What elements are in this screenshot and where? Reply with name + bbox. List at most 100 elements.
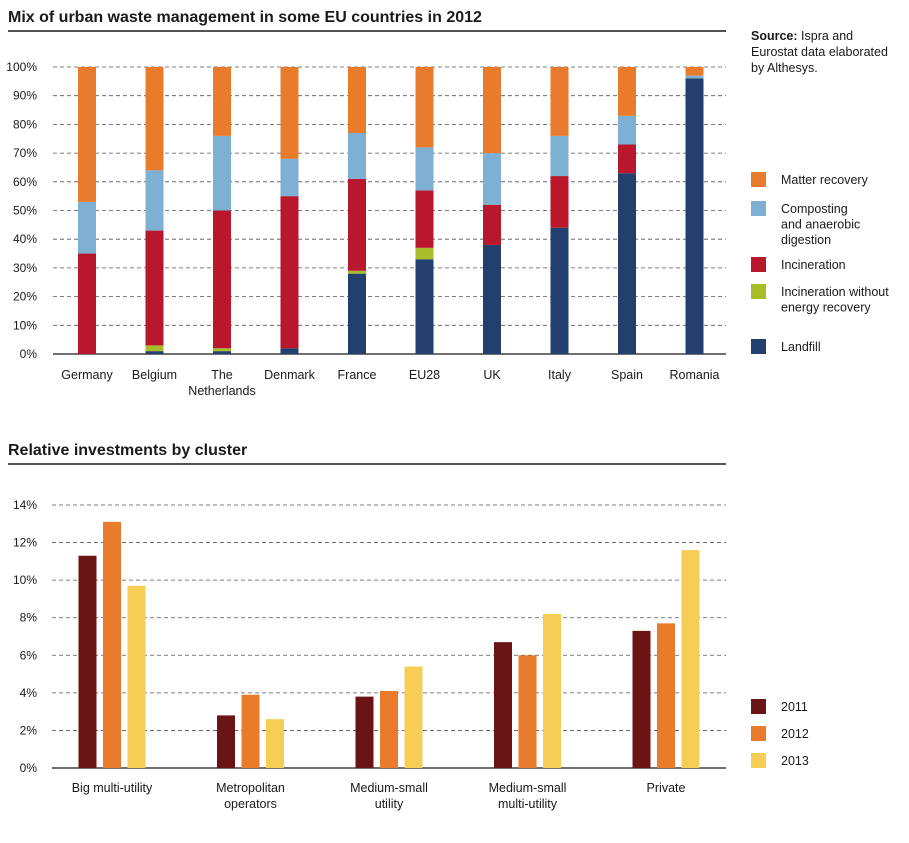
legend-label: 2013 [781, 754, 809, 768]
bar-segment [145, 67, 164, 171]
bar [657, 623, 675, 768]
bar-segment [348, 270, 366, 274]
bar [681, 550, 700, 768]
x-category-label: Germany [61, 368, 113, 382]
bar [241, 694, 260, 768]
bar-segment [550, 176, 569, 228]
investments-chart: 0% 2% 4% 6% 8% 10% 12% 14% Big multi-utility Metr… [13, 498, 809, 811]
legend-swatch [751, 257, 766, 272]
y-tick-label: 2% [20, 723, 38, 737]
bar-segment [483, 153, 501, 205]
x-category-label-line: EU28 [409, 368, 440, 382]
legend-swatch [751, 284, 766, 299]
legend-swatch [751, 201, 766, 216]
bar [355, 696, 374, 768]
bar [380, 690, 398, 768]
legend-label: Landfill [781, 340, 821, 354]
legend-swatch [751, 339, 766, 354]
y-tick-label: 0% [20, 761, 38, 775]
source-label: Source: [751, 29, 798, 43]
x-category-label: Big multi-utility [72, 781, 153, 795]
bar-segment [213, 351, 231, 354]
bar-segment [685, 78, 704, 354]
bar-segment [415, 190, 434, 248]
x-category-label: France [338, 368, 377, 382]
bar-segment [483, 244, 501, 354]
y-tick-label: 4% [20, 686, 38, 700]
legend-label-line: and anaerobic [781, 218, 860, 232]
legend-label-line: digestion [781, 233, 831, 247]
bar-segment [78, 67, 96, 202]
bar-segment [348, 273, 366, 354]
chart-title-investments: Relative investments by cluster [8, 442, 247, 459]
legend-label-line: Landfill [781, 340, 821, 354]
x-category-label-line: Private [647, 781, 686, 795]
x-category-label: Medium-small utility [350, 781, 428, 811]
bar-segment [213, 67, 231, 136]
source-line-1: Ispra and [798, 29, 854, 43]
bar-segment [213, 210, 231, 349]
bar [127, 585, 146, 768]
y-tick-label: 0% [20, 347, 38, 361]
legend-label-line: energy recovery [781, 301, 871, 315]
bar-segment [78, 253, 96, 354]
bar-segment [618, 144, 636, 174]
bar [632, 630, 651, 768]
legend-label-line: Composting [781, 202, 848, 216]
legend-label-line: Incineration [781, 258, 846, 272]
y-tick-label: 12% [13, 536, 37, 550]
bar-segment [415, 259, 434, 354]
legend-label: 2011 [781, 700, 808, 714]
x-category-label: Belgium [132, 368, 177, 382]
bar-segment [348, 67, 366, 134]
x-category-label: The Netherlands [188, 368, 255, 398]
bar [217, 715, 235, 768]
x-category-label-line: Spain [611, 368, 643, 382]
bar-segment [145, 351, 164, 354]
legend-label: Composting and anaerobic digestion [781, 202, 860, 247]
y-tick-label: 90% [13, 89, 37, 103]
y-tick-label: 14% [13, 498, 37, 512]
bar-segment [415, 67, 434, 148]
x-category-label-line: Netherlands [188, 384, 255, 398]
legend-label: Incineration [781, 258, 846, 272]
y-tick-label: 80% [13, 117, 37, 131]
bar-segment [280, 67, 299, 159]
y-tick-label: 30% [13, 261, 37, 275]
x-category-label-line: utility [375, 797, 404, 811]
legend-swatch [751, 726, 766, 741]
bar-segment [280, 348, 299, 354]
bar-segment [483, 67, 501, 154]
y-tick-label: 40% [13, 232, 37, 246]
legend-swatch [751, 172, 766, 187]
x-category-label-line: UK [483, 368, 501, 382]
bar [543, 613, 561, 768]
x-category-label-line: Medium-small [489, 781, 567, 795]
bar-segment [280, 196, 299, 349]
legend-swatch [751, 699, 766, 714]
bar-segment [483, 204, 501, 245]
bar-segment [415, 247, 434, 260]
legend-label: 2012 [781, 727, 809, 741]
bar-segment [415, 147, 434, 191]
x-category-label-line: Belgium [132, 368, 177, 382]
bar-segment [550, 67, 569, 136]
x-category-label: Medium-small multi-utility [489, 781, 567, 811]
x-category-label: EU28 [409, 368, 440, 382]
bar-segment [280, 158, 299, 197]
bar-segment [145, 170, 164, 231]
waste-mix-chart: 0% 10% 20% 30% 40% 50% 60% 70% 80% 90% 100% Germany… [6, 60, 889, 398]
y-tick-label: 20% [13, 290, 37, 304]
x-category-label-line: Germany [61, 368, 113, 382]
bar [494, 642, 512, 768]
y-tick-label: 10% [13, 318, 37, 332]
x-category-label-line: Metropolitan [216, 781, 285, 795]
bar-segment [550, 227, 569, 354]
bar-segment [618, 173, 636, 354]
bar-segment [348, 178, 366, 271]
source-line-3: by Althesys. [751, 61, 818, 75]
bar [78, 555, 97, 768]
x-category-label-line: Romania [669, 368, 719, 382]
x-category-label-line: multi-utility [498, 797, 558, 811]
chart-title-waste-mix: Mix of urban waste management in some EU… [8, 9, 482, 26]
